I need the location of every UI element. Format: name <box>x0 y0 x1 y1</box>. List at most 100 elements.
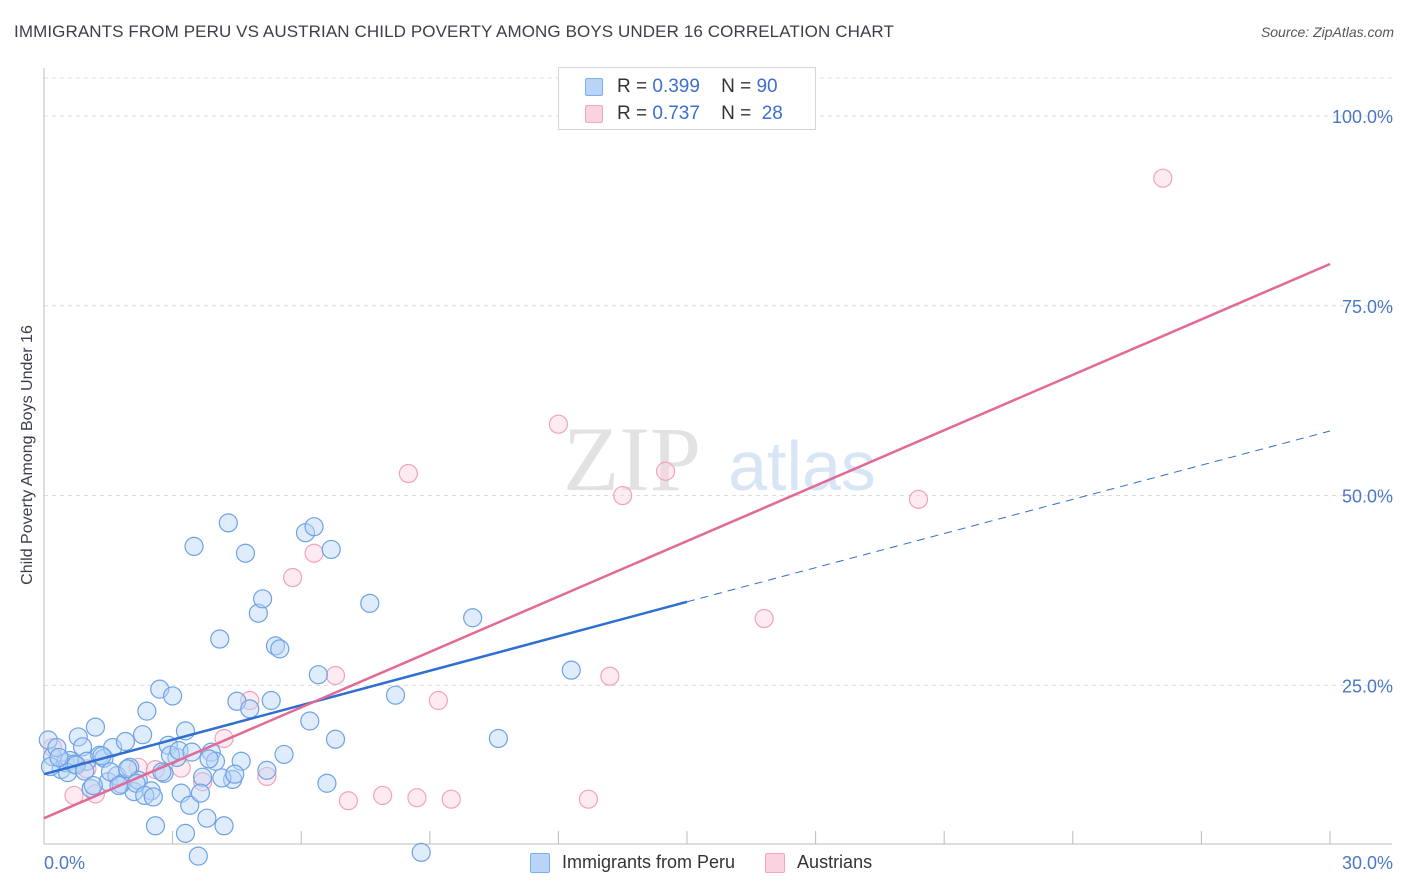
peru-point <box>115 731 136 752</box>
bottom-legend-item-austrians: Austrians <box>765 852 872 873</box>
peru-point <box>270 639 290 659</box>
legend-r-label: R = <box>617 76 648 97</box>
austrians-point <box>441 789 461 809</box>
legend-r-value-peru: 0.399 <box>652 76 700 97</box>
peru-point <box>145 816 166 836</box>
peru-point <box>85 717 106 737</box>
peru-point <box>235 543 256 563</box>
peru-point <box>193 767 213 787</box>
peru-point <box>225 764 245 784</box>
peru-point <box>188 846 208 866</box>
peru-point <box>360 593 380 613</box>
y-tick-label: 50.0% <box>1342 487 1393 507</box>
source-label: Source: ZipAtlas.com <box>1260 24 1394 40</box>
peru-point <box>210 629 230 649</box>
peru-points <box>38 513 581 866</box>
austrians-point <box>613 485 633 506</box>
x-tick-label: 0.0% <box>44 853 85 873</box>
austrians-point <box>578 789 599 809</box>
watermark-zip: ZIP <box>563 408 701 510</box>
peru-point <box>197 808 217 828</box>
peru-point <box>180 795 200 815</box>
peru-point <box>72 737 93 757</box>
y-tick-label: 100.0% <box>1332 107 1393 127</box>
peru-point <box>411 842 431 862</box>
axes <box>43 68 1392 845</box>
bottom-legend-label-peru: Immigrants from Peru <box>562 852 736 872</box>
peru-point <box>325 729 346 749</box>
legend-n-label: N = <box>721 76 752 97</box>
trend-lines <box>43 262 1331 820</box>
peru-point <box>385 685 406 705</box>
bottom-legend-swatch-austrians <box>765 852 786 873</box>
austrians-trend-line <box>43 262 1331 820</box>
peru-point <box>463 608 483 628</box>
legend-n-value-peru: 90 <box>756 76 778 97</box>
peru-point <box>49 747 69 768</box>
peru-point <box>308 665 328 685</box>
bottom-legend-label-austrians: Austrians <box>797 852 873 872</box>
legend-r-label: R = <box>617 103 648 124</box>
peru-point <box>300 711 320 731</box>
austrians-point <box>908 489 929 509</box>
peru-point <box>143 787 163 807</box>
austrians-point <box>304 543 324 563</box>
bottom-legend-item-peru: Immigrants from Peru <box>530 852 735 873</box>
peru-trend-line <box>43 600 688 776</box>
peru-point <box>83 775 103 796</box>
legend-swatch-peru <box>585 78 603 96</box>
chart-title: IMMIGRANTS FROM PERU VS AUSTRIAN CHILD P… <box>14 22 894 41</box>
peru-point <box>261 690 281 711</box>
peru-point <box>218 513 238 533</box>
peru-point <box>240 699 260 719</box>
legend-r-value-austrians: 0.737 <box>652 103 700 124</box>
austrians-point <box>373 785 393 806</box>
peru-point <box>274 744 294 765</box>
austrians-point <box>325 665 346 686</box>
austrians-point <box>338 791 358 811</box>
peru-point <box>212 768 232 788</box>
peru-point <box>175 823 196 843</box>
austrians-point <box>428 690 448 711</box>
peru-point <box>163 686 183 706</box>
peru-point <box>199 749 219 769</box>
watermark-atlas: atlas <box>728 427 876 505</box>
legend-n-label: N = <box>721 103 752 124</box>
legend-row-austrians: R = 0.737 N = 28 <box>585 102 783 126</box>
peru-point <box>137 701 157 721</box>
legend: R = 0.399 N = 90 R = 0.737 N = 28 <box>558 67 816 130</box>
peru-point <box>214 816 234 836</box>
austrians-point <box>600 666 620 686</box>
peru-point <box>304 517 324 537</box>
bottom-legend: Immigrants from Peru Austrians <box>530 852 902 873</box>
legend-row-peru: R = 0.399 N = 90 <box>585 75 778 99</box>
peru-point <box>248 603 268 623</box>
peru-point <box>117 759 138 779</box>
peru-point <box>253 589 273 609</box>
peru-point <box>184 536 204 557</box>
austrians-point <box>655 461 676 481</box>
y-tick-labels: 25.0% 50.0% 75.0% 100.0% <box>1332 107 1393 696</box>
legend-n-value-austrians: 28 <box>761 103 783 124</box>
austrians-point <box>398 463 418 484</box>
austrians-point <box>754 608 774 629</box>
austrians-point <box>257 766 277 787</box>
gridlines <box>44 77 1392 686</box>
legend-swatch-austrians <box>585 105 603 123</box>
peru-point <box>321 539 341 560</box>
austrians-point <box>407 788 427 808</box>
peru-point <box>317 773 337 793</box>
austrians-point <box>283 567 303 588</box>
peru-point <box>190 783 211 803</box>
peru-point <box>68 727 88 747</box>
peru-point <box>561 660 581 680</box>
y-tick-label: 25.0% <box>1342 676 1393 696</box>
peru-point <box>257 760 277 780</box>
y-tick-label: 75.0% <box>1342 297 1393 317</box>
x-tick-label: 30.0% <box>1342 853 1393 873</box>
bottom-legend-swatch-peru <box>530 852 550 873</box>
peru-point <box>488 728 508 749</box>
austrians-point <box>1153 168 1173 188</box>
peru-point <box>132 725 153 745</box>
